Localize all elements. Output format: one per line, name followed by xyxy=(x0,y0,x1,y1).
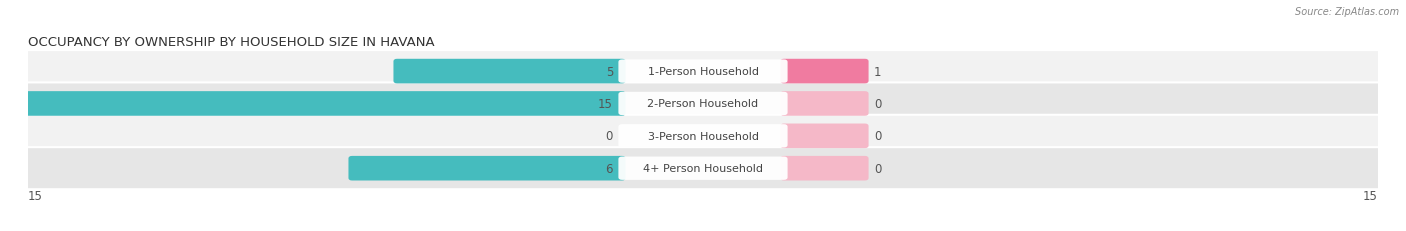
FancyBboxPatch shape xyxy=(619,92,787,116)
FancyBboxPatch shape xyxy=(780,156,869,181)
Text: 3-Person Household: 3-Person Household xyxy=(648,131,758,141)
FancyBboxPatch shape xyxy=(780,92,869,116)
Text: 0: 0 xyxy=(875,97,882,110)
Text: 0: 0 xyxy=(875,130,882,143)
Text: 0: 0 xyxy=(606,130,613,143)
FancyBboxPatch shape xyxy=(349,156,626,181)
FancyBboxPatch shape xyxy=(780,124,869,149)
FancyBboxPatch shape xyxy=(8,51,1398,93)
Text: 15: 15 xyxy=(1362,189,1378,202)
FancyBboxPatch shape xyxy=(619,125,787,148)
FancyBboxPatch shape xyxy=(8,148,1398,189)
Text: 5: 5 xyxy=(606,65,613,78)
FancyBboxPatch shape xyxy=(619,157,787,180)
Text: 4+ Person Household: 4+ Person Household xyxy=(643,164,763,173)
Text: 1: 1 xyxy=(875,65,882,78)
FancyBboxPatch shape xyxy=(394,60,626,84)
FancyBboxPatch shape xyxy=(619,60,787,83)
FancyBboxPatch shape xyxy=(780,60,869,84)
Text: 0: 0 xyxy=(875,162,882,175)
FancyBboxPatch shape xyxy=(8,83,1398,125)
Text: 6: 6 xyxy=(606,162,613,175)
Text: OCCUPANCY BY OWNERSHIP BY HOUSEHOLD SIZE IN HAVANA: OCCUPANCY BY OWNERSHIP BY HOUSEHOLD SIZE… xyxy=(28,36,434,49)
Text: 2-Person Household: 2-Person Household xyxy=(647,99,759,109)
FancyBboxPatch shape xyxy=(0,92,626,116)
Text: 15: 15 xyxy=(598,97,613,110)
FancyBboxPatch shape xyxy=(8,115,1398,157)
Text: 15: 15 xyxy=(28,189,44,202)
Text: Source: ZipAtlas.com: Source: ZipAtlas.com xyxy=(1295,7,1399,17)
Text: 1-Person Household: 1-Person Household xyxy=(648,67,758,77)
